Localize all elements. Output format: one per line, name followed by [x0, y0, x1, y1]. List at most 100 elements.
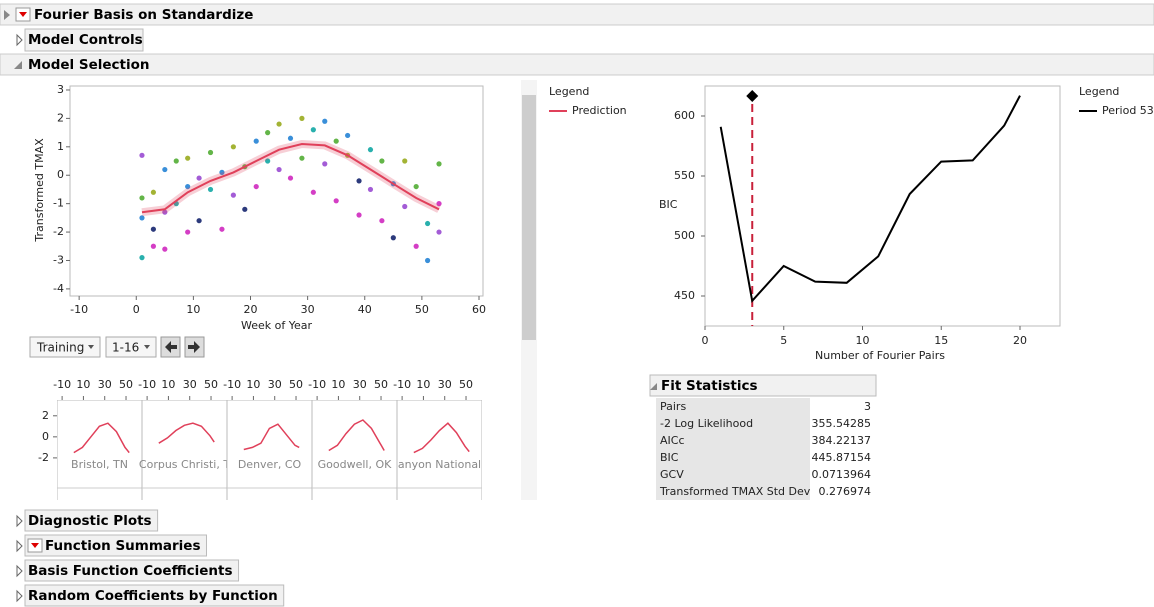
disclosure	[16, 514, 23, 528]
stat-name: GCV	[660, 468, 684, 481]
panel-frame	[311, 400, 398, 500]
data-point	[185, 183, 191, 190]
stat-name: Pairs	[660, 400, 686, 413]
legend-title: Legend	[1079, 85, 1119, 98]
x-tick-label: 30	[353, 378, 367, 391]
data-point	[436, 161, 442, 167]
section-bar	[0, 53, 1154, 76]
x-tick-label: 40	[358, 303, 372, 316]
disclosure	[16, 589, 23, 603]
y-tick-label: 500	[674, 229, 695, 242]
y-tick-label: -1	[53, 197, 64, 210]
x-tick-label: 30	[98, 378, 112, 391]
x-tick-label: -10	[223, 378, 241, 391]
panel-label: Corpus Christi, T	[139, 458, 230, 471]
y-tick-label: 2	[42, 409, 49, 422]
data-point	[322, 118, 328, 124]
legend-label: Period 53	[1102, 104, 1154, 117]
data-point	[310, 127, 316, 133]
data-point	[253, 183, 259, 190]
legend-title: Legend	[549, 85, 589, 98]
data-point	[436, 229, 442, 235]
disclosure[interactable]	[14, 61, 22, 69]
data-point	[424, 220, 431, 227]
panel-label: Goodwell, OK	[318, 458, 392, 471]
section-title: Model Controls	[28, 32, 143, 48]
panel-line	[73, 422, 130, 454]
data-point	[402, 203, 408, 210]
section-box[interactable]	[24, 534, 207, 557]
disclosure[interactable]	[16, 33, 23, 47]
x-tick-label: 60	[472, 303, 486, 316]
y-tick-label: 0	[57, 168, 64, 181]
data-point	[185, 155, 191, 161]
legend-label: Prediction	[572, 104, 627, 117]
section-box[interactable]	[24, 28, 144, 52]
x-tick-label: -10	[70, 303, 88, 316]
data-point	[310, 189, 316, 195]
disclosure	[16, 539, 23, 553]
data-point	[150, 189, 156, 195]
data-point	[196, 175, 202, 181]
stat-value: 0.0713964	[812, 468, 872, 481]
section-title: Function Summaries	[45, 538, 201, 554]
plot-frame	[704, 85, 1061, 327]
dropdown[interactable]	[29, 336, 101, 358]
x-tick-label: 10	[186, 303, 200, 316]
section-title: Diagnostic Plots	[28, 513, 152, 529]
data-point	[219, 169, 225, 175]
stat-value: 355.54285	[812, 417, 872, 430]
data-point	[333, 138, 339, 144]
data-point	[345, 132, 351, 139]
data-point	[379, 158, 385, 164]
section-title: Random Coefficients by Function	[28, 588, 278, 604]
data-point	[150, 243, 156, 249]
panel-label: Bristol, TN	[71, 458, 128, 471]
x-tick-label: 50	[289, 378, 303, 391]
x-axis-label: Number of Fourier Pairs	[815, 349, 945, 362]
section-box[interactable]	[24, 559, 240, 582]
data-point	[162, 166, 168, 173]
data-point	[139, 215, 145, 221]
y-tick-label: 600	[674, 109, 695, 122]
y-axis-label: Transformed TMAX	[33, 138, 46, 243]
x-tick-label: 15	[934, 334, 948, 347]
data-point	[276, 166, 282, 173]
dropdown-caret	[144, 345, 150, 349]
data-point	[196, 218, 202, 224]
y-tick-label: 1	[57, 140, 64, 153]
panel-line	[328, 419, 385, 452]
data-point	[436, 201, 442, 207]
section-box[interactable]	[24, 584, 285, 607]
data-point	[173, 158, 179, 164]
y-tick-label: -3	[53, 253, 64, 266]
menu-arrow	[31, 543, 39, 548]
stat-name: -2 Log Likelihood	[660, 417, 753, 430]
report-title: Fourier Basis on Standardize	[34, 7, 253, 23]
data-point	[424, 257, 431, 264]
y-tick-label: 3	[57, 83, 64, 96]
section-box[interactable]	[24, 509, 159, 532]
x-tick-label: 20	[244, 303, 258, 316]
x-tick-label: -10	[53, 378, 71, 391]
x-tick-label: 0	[702, 334, 709, 347]
x-tick-label: 10	[331, 378, 345, 391]
x-tick-label: 50	[459, 378, 473, 391]
dropdown[interactable]	[105, 336, 157, 358]
data-point	[139, 255, 145, 261]
data-point	[413, 243, 419, 249]
bic-line	[719, 95, 1021, 303]
stat-name: AICc	[660, 434, 685, 447]
disclosure[interactable]	[4, 10, 10, 20]
x-tick-label: 30	[268, 378, 282, 391]
x-tick-label: 10	[76, 378, 90, 391]
x-tick-label: 50	[374, 378, 388, 391]
stat-value: 384.22137	[812, 434, 872, 447]
panel-frame	[226, 400, 313, 500]
panel-frame	[57, 400, 143, 500]
menu-arrow	[19, 12, 27, 17]
disclosure	[16, 564, 23, 578]
scroll-thumb[interactable]	[522, 95, 536, 340]
data-point	[150, 226, 156, 232]
data-point	[207, 186, 214, 193]
